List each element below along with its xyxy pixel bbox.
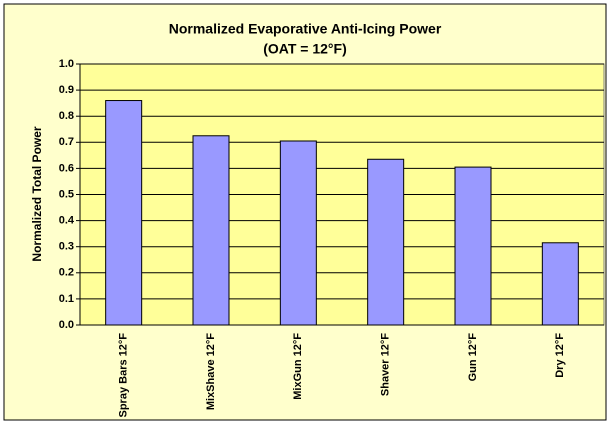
bar bbox=[367, 158, 405, 326]
x-tick-label: MixShave 12°F bbox=[205, 333, 217, 410]
y-tick-label: 0.9 bbox=[59, 84, 74, 96]
x-tick-label: MixGun 12°F bbox=[292, 333, 304, 400]
y-tick-label: 0.7 bbox=[59, 136, 74, 148]
bar bbox=[279, 140, 317, 326]
y-tick-label: 0.0 bbox=[59, 319, 74, 331]
y-tick-label: 0.1 bbox=[59, 293, 74, 305]
bar bbox=[105, 100, 143, 326]
x-tick-label: Dry 12°F bbox=[554, 333, 566, 378]
x-tick-label: Shaver 12°F bbox=[380, 333, 392, 396]
y-tick-label: 0.6 bbox=[59, 162, 74, 174]
bar bbox=[192, 135, 230, 326]
y-axis-label: Normalized Total Power bbox=[30, 126, 44, 261]
y-tick-label: 0.4 bbox=[59, 215, 75, 227]
x-tick-label: Spray Bars 12°F bbox=[118, 333, 130, 418]
y-tick-label: 0.3 bbox=[59, 241, 74, 253]
y-tick-label: 1.0 bbox=[59, 58, 74, 70]
x-tick-label: Gun 12°F bbox=[467, 333, 479, 382]
y-tick-label: 0.2 bbox=[59, 267, 74, 279]
bar bbox=[454, 166, 492, 326]
bar bbox=[541, 242, 579, 326]
chart-subtitle: (OAT = 12°F) bbox=[263, 41, 347, 57]
y-tick-label: 0.5 bbox=[59, 188, 74, 200]
y-tick-label: 0.8 bbox=[59, 110, 74, 122]
chart-title: Normalized Evaporative Anti-Icing Power bbox=[169, 21, 442, 37]
